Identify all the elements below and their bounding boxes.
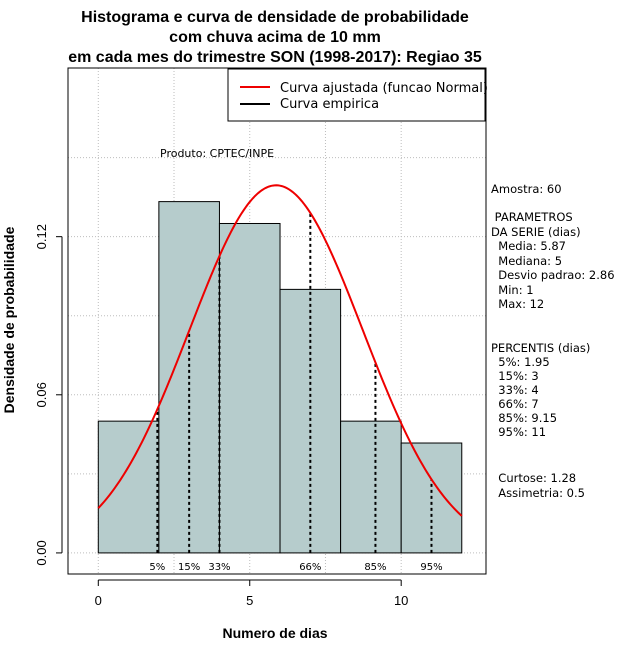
stat-params-header: PARAMETROS [491, 210, 573, 224]
stat-sd: Desvio padrao: 2.86 [491, 268, 615, 282]
stat-median: Mediana: 5 [491, 254, 562, 268]
x-tick-label: 10 [394, 593, 408, 608]
x-tick-label: 0 [95, 593, 102, 608]
percentile-label: 15% [178, 562, 200, 573]
y-tick-label: 0.12 [34, 224, 49, 249]
legend-label-fitted: Curva ajustada (funcao Normal) [280, 81, 488, 96]
stat-p95: 95%: 11 [491, 425, 546, 439]
stat-sample: Amostra: 60 [491, 182, 562, 196]
normal-curve [97, 184, 463, 517]
plot-frame [67, 67, 487, 575]
stat-min: Min: 1 [491, 283, 534, 297]
histogram-bars [97, 201, 463, 554]
x-axis: 0 5 10 [95, 579, 408, 608]
stat-kurtosis: Curtose: 1.28 [491, 471, 576, 485]
stat-p66: 66%: 7 [491, 397, 539, 411]
histogram-bar [340, 420, 402, 554]
y-axis: 0.00 0.06 0.12 [34, 224, 63, 566]
stat-mean: Media: 5.87 [491, 239, 566, 253]
stat-p85: 85%: 9.15 [491, 411, 557, 425]
stat-params-subheader: DA SERIE (dias) [491, 225, 581, 239]
stat-p5: 5%: 1.95 [491, 355, 550, 369]
chart-title: Histograma e curva de densidade de proba… [68, 9, 482, 66]
percentile-label: 66% [299, 562, 321, 573]
stat-skewness: Assimetria: 0.5 [491, 486, 585, 500]
percentile-lines: 5% 15% 33% 66% 85% 95% [149, 212, 443, 573]
histogram-bar [97, 420, 160, 554]
y-tick-label: 0.00 [34, 540, 49, 565]
stat-percentis-header: PERCENTIS (dias) [491, 341, 590, 355]
stat-p15: 15%: 3 [491, 369, 539, 383]
legend-box [227, 68, 486, 122]
product-annotation: Produto: CPTEC/INPE [160, 147, 274, 160]
x-axis-label: Numero de dias [222, 625, 327, 641]
y-tick-label: 0.06 [34, 382, 49, 407]
percentile-label: 95% [420, 562, 442, 573]
histogram-bar [218, 222, 281, 554]
title-line-3: em cada mes do trimestre SON (1998-2017)… [68, 49, 482, 66]
x-tick-label: 5 [246, 593, 253, 608]
legend-label-empirical: Curva empirica [280, 97, 379, 112]
percentile-label: 33% [208, 562, 230, 573]
legend: Curva ajustada (funcao Normal) Curva emp… [227, 68, 488, 122]
stat-max: Max: 12 [491, 297, 544, 311]
title-line-1: Histograma e curva de densidade de proba… [81, 9, 469, 26]
percentile-label: 5% [149, 562, 165, 573]
stats-panel: Amostra: 60 PARAMETROS DA SERIE (dias) M… [491, 182, 615, 500]
stat-p33: 33%: 4 [491, 383, 539, 397]
percentile-label: 85% [364, 562, 386, 573]
title-line-2: com chuva acima de 10 mm [169, 29, 381, 46]
y-axis-label: Densidade de probabilidade [1, 226, 17, 413]
